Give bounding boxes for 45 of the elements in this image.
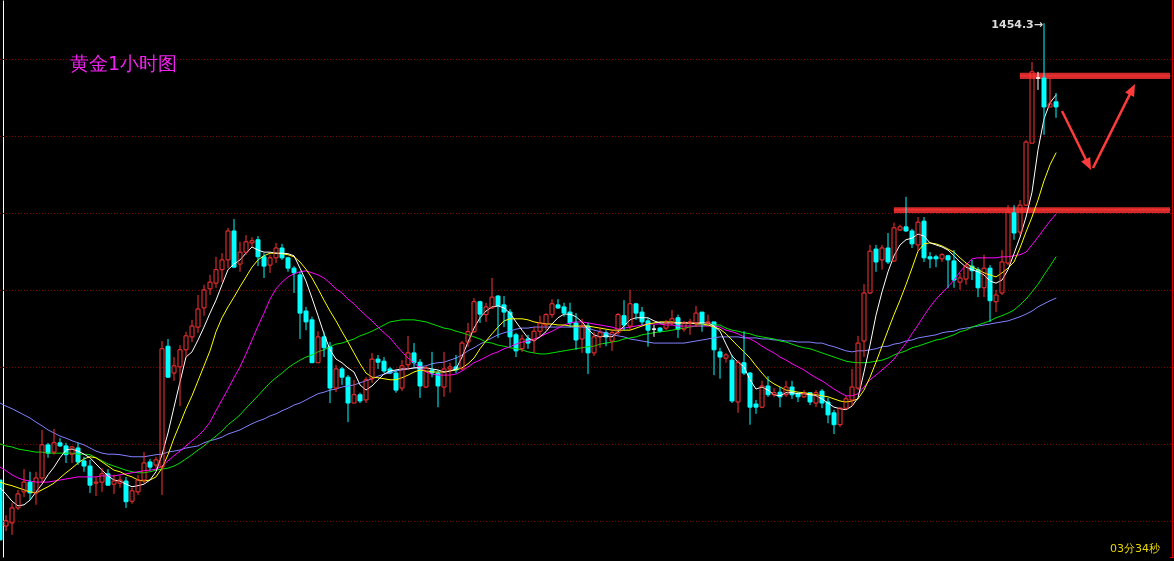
candlestick — [123, 476, 129, 509]
candlestick — [357, 392, 363, 404]
candlestick — [51, 428, 57, 456]
candlestick — [879, 244, 885, 271]
candlestick — [69, 445, 75, 464]
candlestick — [519, 334, 525, 353]
candlestick — [399, 359, 405, 392]
candlestick — [723, 352, 729, 364]
candlestick — [657, 326, 663, 334]
candlestick — [1053, 92, 1059, 119]
candlestick — [873, 244, 879, 273]
candlestick — [801, 389, 807, 399]
candlestick — [369, 352, 375, 384]
text: 黄金1小时图 — [70, 52, 178, 74]
candlestick — [423, 365, 429, 389]
candlestick — [333, 364, 339, 393]
candlestick — [813, 389, 819, 408]
candlestick — [699, 311, 705, 333]
annotation: 1454.3→ — [991, 18, 1043, 32]
candlestick — [885, 232, 891, 265]
candlestick — [771, 387, 777, 398]
candlestick — [621, 299, 627, 331]
candlestick — [315, 330, 321, 364]
candlestick — [627, 289, 633, 331]
candlestick — [351, 379, 357, 404]
candlestick — [363, 376, 369, 404]
candlestick — [579, 318, 585, 354]
candlestick — [705, 314, 711, 326]
candlestick — [27, 471, 33, 501]
candlestick — [759, 380, 765, 409]
text: 03分34秒 — [1110, 542, 1160, 555]
candlestick — [717, 347, 723, 380]
candlestick — [1011, 204, 1017, 241]
candlestick — [735, 359, 741, 414]
candlestick — [993, 289, 999, 313]
candlestick — [477, 300, 483, 324]
candlestick — [915, 216, 921, 252]
candlestick — [939, 252, 945, 263]
candlestick — [405, 335, 411, 371]
candlestick — [21, 468, 27, 498]
candlestick — [45, 442, 51, 459]
candlestick — [147, 458, 153, 471]
candlestick — [783, 380, 789, 398]
candlestick — [981, 254, 987, 298]
candlestick — [1041, 22, 1047, 136]
